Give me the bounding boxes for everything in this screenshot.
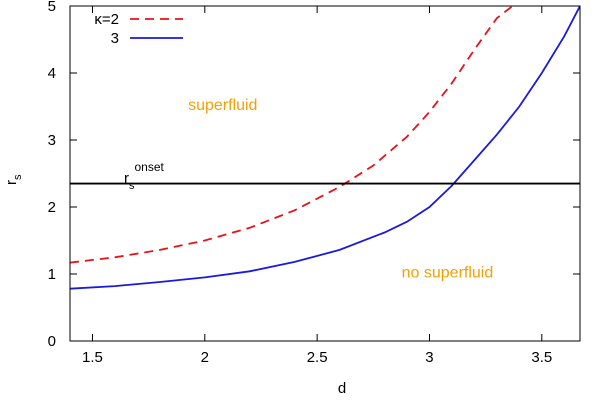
x-tick-label: 1.5 bbox=[82, 349, 103, 366]
y-tick-label: 4 bbox=[48, 65, 56, 82]
onset-label: rsonset bbox=[124, 160, 165, 192]
y-tick-label: 0 bbox=[48, 333, 56, 350]
series-line-1 bbox=[70, 6, 580, 290]
y-tick-label: 3 bbox=[48, 132, 56, 149]
y-tick-label: 5 bbox=[48, 0, 56, 15]
annotations: superfluid no superfluid bbox=[188, 97, 493, 282]
region-annotation: no superfluid bbox=[402, 264, 494, 281]
y-axis-label: rs bbox=[3, 174, 24, 185]
y-axis-label-main: r bbox=[3, 180, 20, 185]
series-line-0 bbox=[70, 6, 514, 264]
x-axis-label: d bbox=[338, 380, 346, 397]
onset-label-sub: s bbox=[129, 180, 135, 192]
y-tick-label: 2 bbox=[48, 199, 56, 216]
region-annotation: superfluid bbox=[188, 97, 257, 114]
legend-label: κ=2 bbox=[94, 11, 119, 28]
plot-curves bbox=[70, 6, 580, 290]
plot-border bbox=[69, 5, 581, 342]
x-tick-label: 2 bbox=[201, 349, 209, 366]
legend-label: 3 bbox=[111, 30, 119, 47]
y-axis-label-sub: s bbox=[12, 174, 24, 180]
axis-ticks: 1.5 2 2.5 3 3.5 0 1 2 3 4 5 bbox=[48, 0, 580, 366]
onset-label-main: r bbox=[124, 170, 129, 187]
axis-labels: drs bbox=[3, 174, 346, 397]
plot-frame bbox=[69, 5, 581, 342]
x-tick-label: 3.5 bbox=[531, 349, 552, 366]
x-tick-label: 3 bbox=[425, 349, 433, 366]
onset-label-sup: onset bbox=[135, 160, 165, 174]
x-tick-label: 2.5 bbox=[307, 349, 328, 366]
legend: κ=23 bbox=[94, 11, 183, 47]
y-tick-label: 1 bbox=[48, 266, 56, 283]
onset-line-group: rsonset bbox=[70, 160, 580, 192]
